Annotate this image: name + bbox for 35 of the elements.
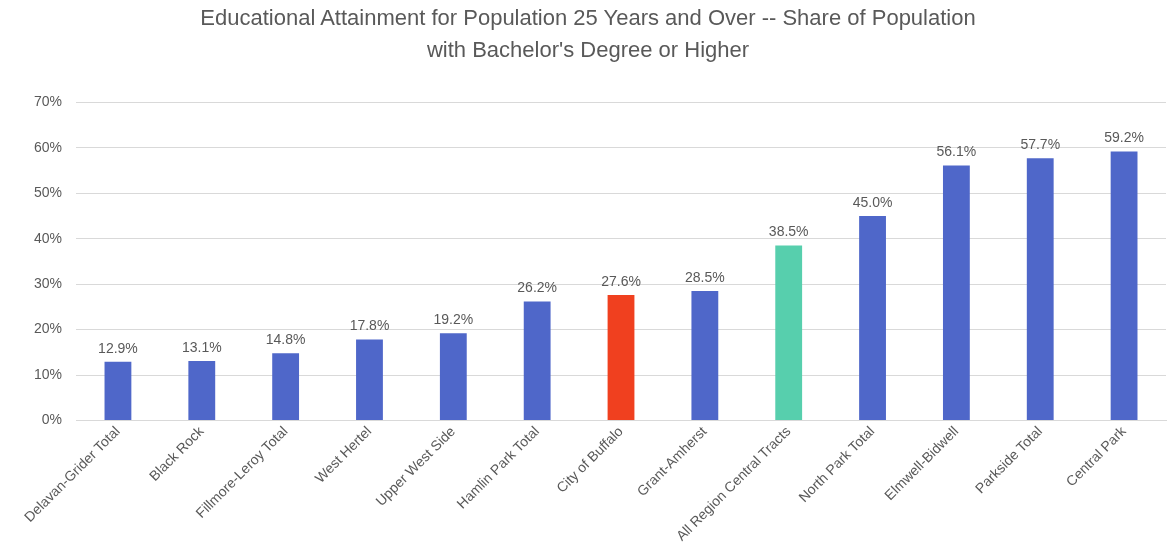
data-label: 26.2% (517, 279, 558, 296)
bar (1026, 158, 1054, 420)
y-tick-label: 20% (33, 320, 63, 337)
data-label: 27.6% (601, 272, 641, 289)
y-tick-label: 0% (41, 411, 63, 428)
bar (272, 353, 300, 420)
data-label: 12.9% (98, 339, 138, 356)
chart-title: Educational Attainment for Population 25 Years and Over -- Share of Population with Bachelor's Degree or Higher (199, 4, 977, 64)
data-label: 19.2% (433, 311, 474, 328)
bar (942, 165, 970, 420)
bar (859, 215, 886, 420)
bar (104, 361, 132, 420)
bar (188, 360, 216, 420)
bar (1110, 151, 1138, 420)
bar (607, 295, 635, 420)
y-tick-label: 40% (33, 229, 63, 246)
data-label: 45.0% (852, 193, 893, 210)
y-tick-label: 30% (33, 275, 63, 291)
y-tick-label: 50% (33, 184, 63, 201)
data-label: 56.1% (936, 143, 977, 160)
y-tick-label: 10% (33, 365, 63, 382)
bar (775, 245, 803, 420)
y-tick-label: 70% (33, 93, 63, 110)
data-label: 57.7% (1020, 136, 1061, 153)
bar (691, 290, 719, 420)
bar (439, 333, 467, 420)
bar (356, 339, 383, 420)
data-label: 38.5% (768, 223, 809, 240)
data-label: 14.8% (265, 331, 306, 348)
y-tick-label: 60% (33, 138, 63, 155)
data-label: 28.5% (685, 268, 725, 285)
data-label: 17.8% (349, 317, 390, 334)
bar (523, 301, 551, 420)
data-label: 59.2% (1104, 129, 1144, 146)
data-label: 13.1% (181, 338, 222, 355)
